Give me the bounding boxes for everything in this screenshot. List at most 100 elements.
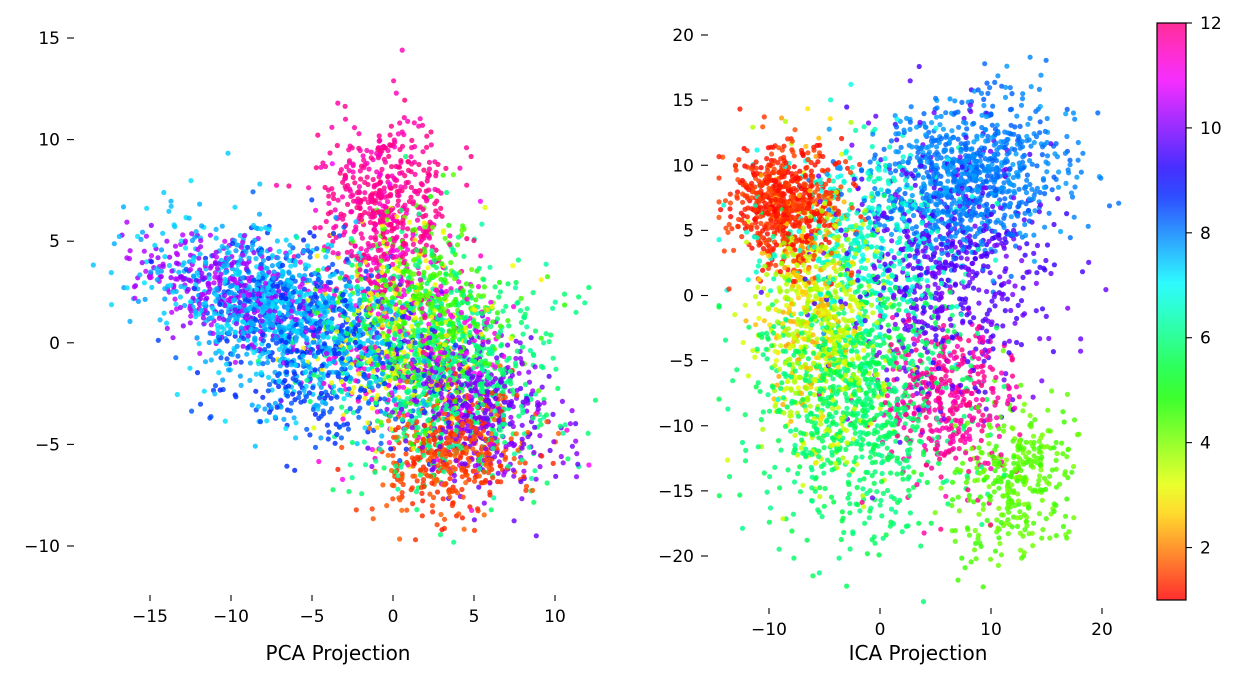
pca-point — [297, 381, 303, 387]
pca-point — [416, 123, 422, 129]
pca-point — [264, 418, 270, 424]
pca-point — [492, 417, 498, 423]
pca-point — [342, 103, 348, 109]
pca-point — [520, 331, 526, 337]
pca-point — [410, 227, 416, 233]
pca-point — [379, 305, 385, 311]
pca-point — [464, 412, 470, 419]
pca-point — [381, 189, 387, 195]
pca-point — [219, 330, 225, 336]
pca-point — [492, 454, 498, 460]
pca-point — [219, 350, 225, 356]
pca-point — [235, 262, 241, 268]
pca-point — [155, 255, 161, 261]
pca-point — [475, 284, 482, 290]
pca-point — [149, 284, 155, 290]
pca-point — [388, 467, 395, 474]
pca-point — [537, 417, 543, 423]
pca-point — [392, 331, 398, 337]
pca-point — [388, 123, 394, 129]
pca-point — [354, 272, 360, 279]
pca-point — [439, 261, 445, 267]
pca-point — [348, 236, 354, 242]
pca-point — [356, 371, 362, 377]
pca-point — [495, 470, 501, 476]
pca-point — [407, 400, 413, 406]
pca-point — [250, 242, 256, 248]
pca-point — [390, 342, 397, 348]
pca-point — [388, 446, 394, 452]
pca-point — [220, 377, 226, 383]
pca-point — [349, 253, 355, 259]
pca-point — [436, 411, 442, 417]
pca-point — [288, 263, 294, 269]
pca-point — [368, 155, 374, 161]
pca-point — [313, 207, 319, 213]
pca-point — [459, 422, 465, 429]
pca-point — [384, 241, 390, 247]
pca-point — [446, 399, 453, 405]
pca-point — [398, 358, 404, 364]
pca-point — [221, 316, 227, 323]
pca-point — [158, 247, 165, 253]
pca-point — [259, 318, 265, 324]
pca-point — [420, 436, 426, 442]
pca-point — [374, 335, 380, 341]
pca-point — [452, 251, 458, 258]
pca-point — [443, 165, 449, 171]
pca-point — [470, 446, 476, 452]
pca-point — [427, 273, 434, 279]
pca-point — [208, 263, 214, 269]
pca-point — [148, 222, 154, 228]
pca-point — [331, 335, 338, 341]
pca-point — [206, 275, 212, 281]
pca-point — [381, 277, 387, 283]
pca-point — [357, 327, 363, 333]
pca-point — [427, 219, 433, 225]
pca-point — [290, 391, 296, 397]
pca-point — [203, 259, 209, 265]
pca-point — [320, 333, 326, 339]
pca-point — [342, 276, 348, 282]
pca-point — [240, 329, 246, 336]
pca-point — [382, 194, 388, 200]
pca-point — [462, 325, 468, 331]
pca-point — [532, 364, 538, 370]
pca-point — [279, 343, 285, 349]
pca-point — [334, 142, 340, 149]
pca-point — [265, 342, 271, 348]
pca-point — [370, 368, 376, 374]
pca-point — [237, 269, 243, 275]
pca-point — [332, 440, 338, 446]
pca-point — [378, 247, 384, 253]
pca-point — [270, 357, 276, 363]
pca-point — [433, 406, 439, 412]
pca-point — [353, 378, 359, 384]
pca-point — [213, 226, 219, 232]
pca-point — [347, 297, 353, 303]
pca-point — [511, 456, 517, 462]
pca-point — [233, 248, 239, 254]
pca-point — [302, 369, 308, 376]
pca-point — [303, 394, 309, 400]
pca-point — [367, 349, 373, 355]
pca-point — [343, 370, 350, 377]
pca-point — [357, 387, 364, 393]
pca-point — [124, 255, 130, 261]
pca-point — [518, 295, 524, 301]
pca-point — [451, 539, 457, 545]
pca-point — [335, 250, 341, 257]
pca-point — [502, 394, 508, 400]
pca-point — [232, 307, 238, 313]
pca-point — [253, 327, 259, 333]
pca-point — [318, 435, 324, 441]
pca-point — [330, 191, 336, 197]
pca-point — [375, 362, 381, 368]
pca-point — [252, 337, 258, 343]
pca-point — [429, 314, 435, 320]
pca-point — [391, 78, 397, 84]
pca-point — [565, 456, 571, 462]
pca-point — [197, 251, 203, 257]
pca-point — [167, 254, 173, 260]
pca-point — [310, 385, 316, 391]
